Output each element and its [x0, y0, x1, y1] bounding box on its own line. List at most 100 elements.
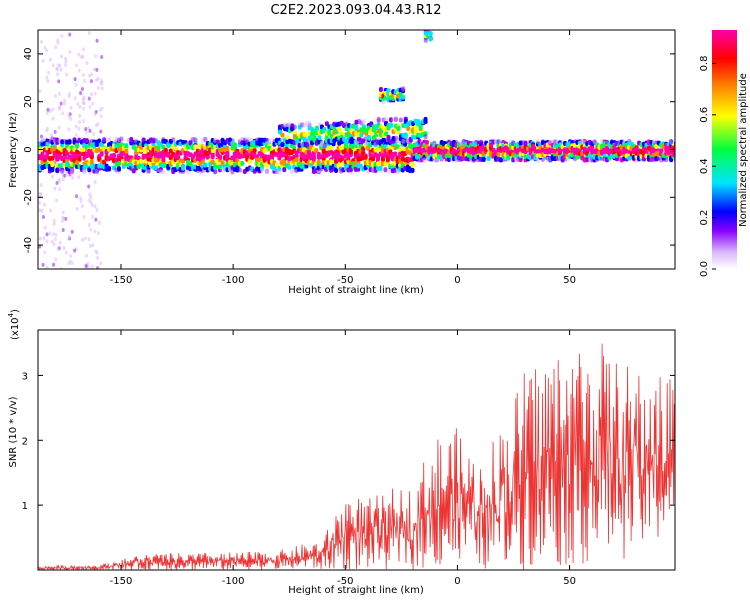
spectrogram-cell: [89, 92, 93, 97]
spectrogram-cell: [88, 171, 92, 176]
spectrogram-cell: [49, 133, 53, 138]
spectrogram-cell: [75, 63, 79, 68]
spectrogram-cell: [45, 232, 49, 237]
exponent-power: 4: [7, 312, 15, 317]
spectrogram-cell: [74, 82, 78, 87]
spectrogram-x-axis-label: Height of straight line (km): [288, 285, 424, 296]
spectrogram-cell: [371, 135, 376, 141]
spectrogram-cell: [102, 137, 107, 143]
spectrogram-cell: [82, 106, 86, 111]
spectrogram-cell: [99, 151, 104, 157]
spectrogram-cell: [423, 134, 428, 140]
spectrogram-cell: [52, 242, 56, 247]
spectrogram-cell: [59, 101, 63, 106]
spectrogram-cell: [324, 121, 329, 127]
spectrogram-cell: [378, 165, 383, 171]
spectrogram-cell: [410, 167, 415, 173]
spectrogram-panel: -150 -100 -50 0 50 -40 -20 0 20 40 Height of str…: [8, 29, 676, 296]
spectrogram-cell: [70, 167, 75, 173]
spectrogram-cell: [423, 37, 428, 43]
spectrogram-cell: [88, 192, 92, 197]
spectrogram-cell: [139, 158, 144, 164]
spectrogram-cell: [88, 105, 92, 110]
colorbar-tick-label: 0.0: [699, 261, 710, 277]
spectrogram-cell: [46, 107, 50, 112]
spectrogram-cell: [300, 141, 305, 147]
spectrogram-cell: [87, 237, 91, 242]
spectrogram-cell: [77, 52, 81, 57]
spectrogram-cell: [68, 234, 72, 239]
spectrogram-cell: [312, 135, 317, 141]
spectrogram-cell: [89, 227, 93, 232]
snr-series-line: [38, 343, 675, 570]
spectrogram-cell: [64, 250, 68, 255]
spectrogram-cell: [398, 146, 403, 152]
spectrogram-cell: [317, 135, 322, 141]
spectrogram-cell: [58, 240, 62, 245]
spectrogram-cell: [523, 140, 528, 146]
y-tick-label: 40: [23, 48, 34, 61]
spectrogram-cell: [50, 174, 54, 179]
spectrogram-cell: [376, 118, 381, 124]
spectrogram-cell: [213, 169, 218, 175]
spectrogram-cell: [53, 186, 57, 191]
spectrogram-cell: [190, 154, 195, 160]
spectrogram-cell: [366, 135, 371, 141]
spectrogram-cell: [274, 162, 279, 168]
spectrogram-cell: [277, 169, 282, 175]
spectrogram-cell: [83, 236, 87, 241]
spectrogram-cell: [292, 124, 297, 130]
spectrogram-cell: [124, 148, 129, 154]
spectrogram-cell: [92, 132, 96, 137]
spectrogram-cell: [401, 138, 406, 144]
spectrogram-cell: [81, 73, 85, 78]
spectrogram-cell: [88, 243, 92, 248]
spectrogram-cell: [45, 239, 49, 244]
spectrogram-cell: [64, 59, 68, 64]
spectrogram-cell: [87, 223, 91, 228]
spectrogram-cell: [90, 203, 94, 208]
spectrogram-cell: [393, 151, 398, 157]
spectrogram-cell: [424, 140, 429, 146]
spectrogram-cell: [264, 169, 269, 175]
y-tick-label: 3: [22, 371, 28, 382]
spectrogram-cell: [388, 145, 393, 151]
spectrogram-cell: [55, 198, 59, 203]
spectrogram-cell: [664, 157, 669, 163]
spectrogram-cell: [64, 216, 68, 221]
spectrogram-cell: [93, 112, 97, 117]
spectrogram-cell: [45, 126, 49, 131]
spectrogram-cell: [100, 86, 104, 91]
spectrogram-cell: [181, 165, 186, 171]
x-tick-label: 0: [454, 576, 460, 587]
spectrogram-cell: [56, 247, 60, 252]
spectrogram-cell: [398, 117, 403, 123]
spectrogram-cell: [371, 156, 376, 162]
spectrogram-cell: [78, 119, 82, 124]
spectrogram-cell: [95, 67, 99, 72]
spectrogram-cell: [383, 167, 388, 173]
spectrogram-cell: [282, 158, 287, 164]
spectrogram-cell: [260, 167, 265, 173]
spectrogram-cell: [45, 111, 49, 116]
spectrogram-cell: [62, 245, 66, 250]
spectrogram-cell: [59, 54, 63, 59]
spectrogram-cell: [63, 101, 67, 106]
spectrogram-cell: [51, 63, 55, 68]
spectrogram-cell: [99, 141, 104, 147]
spectrogram-cell: [89, 154, 94, 160]
spectrogram-cell: [77, 68, 81, 73]
spectrogram-cell: [161, 169, 166, 175]
spectrogram-cell: [91, 101, 95, 106]
spectrogram-cell: [81, 119, 85, 124]
spectrogram-cell: [68, 32, 72, 37]
colorbar-ticks: 0.0 0.2 0.4 0.6 0.8: [699, 55, 716, 277]
spectrogram-cell: [38, 236, 42, 241]
spectrogram-cell: [64, 56, 68, 61]
spectrogram-cell: [54, 45, 58, 50]
spectrogram-cell: [93, 229, 97, 234]
x-tick-label: -150: [110, 275, 133, 286]
figure-title: C2E2.2023.093.04.43.R12: [270, 3, 441, 18]
colorbar-tick-label: 0.8: [699, 55, 710, 71]
spectrogram-cell: [53, 94, 57, 99]
